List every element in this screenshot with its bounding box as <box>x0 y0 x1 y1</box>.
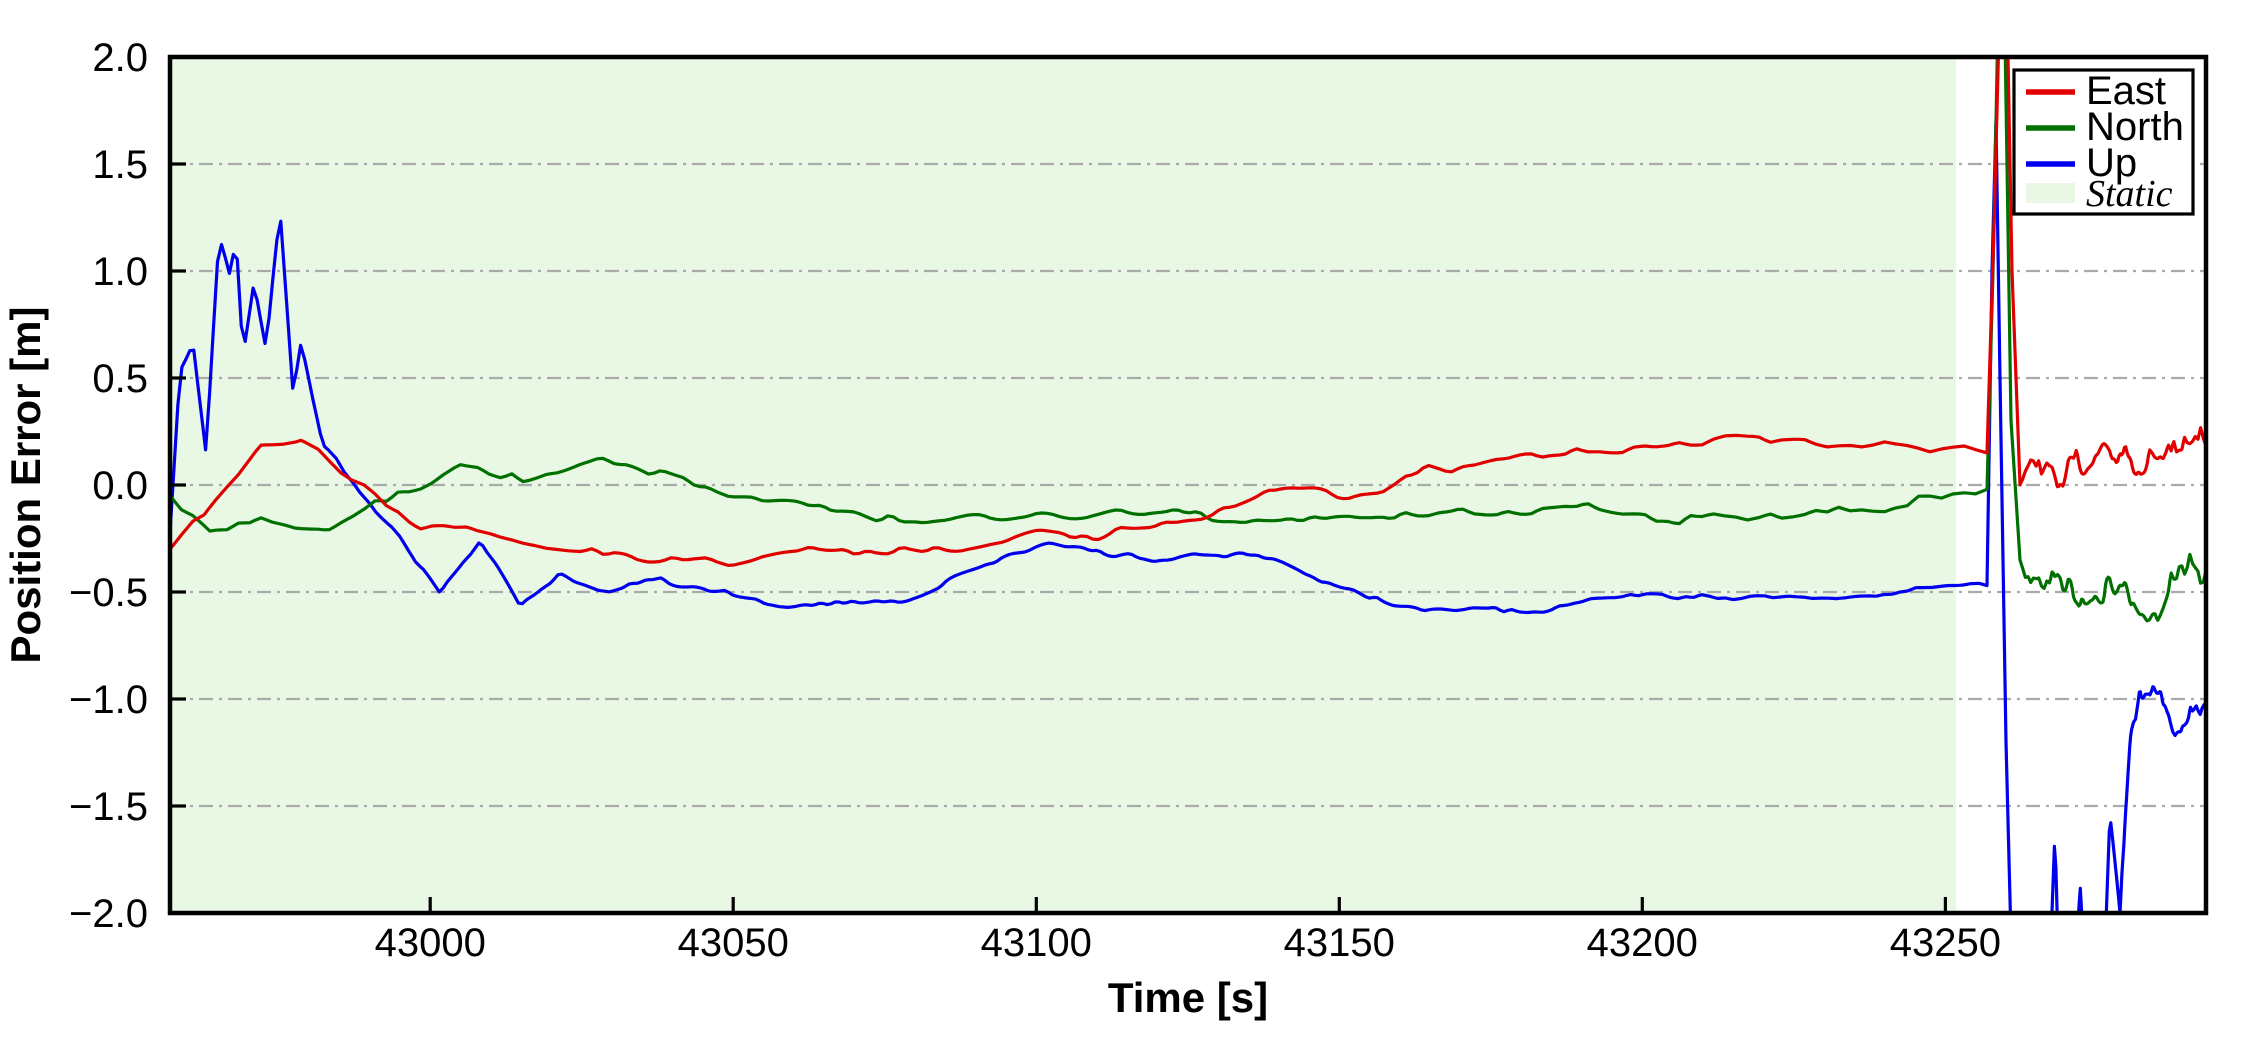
svg-text:43100: 43100 <box>981 921 1092 965</box>
svg-text:Position Error [m]: Position Error [m] <box>2 306 49 663</box>
svg-text:−1.5: −1.5 <box>69 785 148 829</box>
svg-text:0.0: 0.0 <box>92 464 148 508</box>
svg-text:43050: 43050 <box>678 921 789 965</box>
svg-text:1.5: 1.5 <box>92 143 148 187</box>
svg-text:−0.5: −0.5 <box>69 571 148 615</box>
svg-text:1.0: 1.0 <box>92 250 148 294</box>
svg-text:Time [s]: Time [s] <box>1108 974 1268 1021</box>
svg-text:43200: 43200 <box>1587 921 1698 965</box>
svg-text:Static: Static <box>2086 173 2173 215</box>
svg-text:−2.0: −2.0 <box>69 892 148 936</box>
svg-text:43000: 43000 <box>375 921 486 965</box>
svg-text:0.5: 0.5 <box>92 357 148 401</box>
svg-text:43150: 43150 <box>1284 921 1395 965</box>
svg-text:−1.0: −1.0 <box>69 678 148 722</box>
svg-text:43250: 43250 <box>1890 921 2001 965</box>
svg-text:2.0: 2.0 <box>92 36 148 80</box>
